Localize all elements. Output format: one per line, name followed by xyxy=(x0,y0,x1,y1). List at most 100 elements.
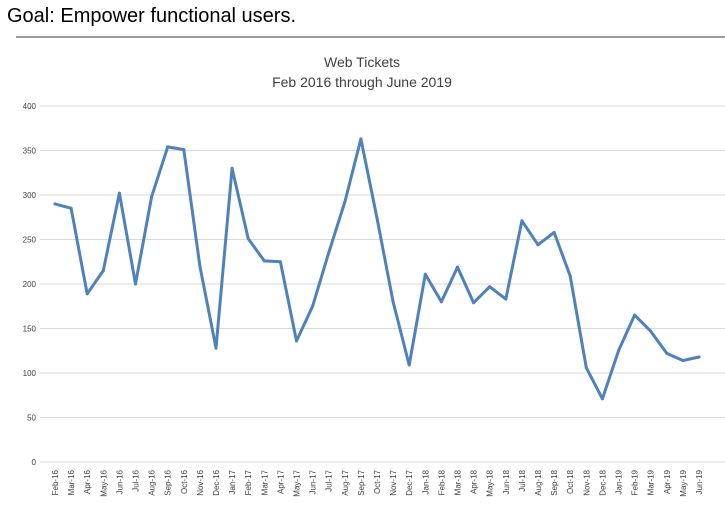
x-tick-label: Jun-19 xyxy=(695,469,704,494)
series-layer xyxy=(53,137,701,401)
x-tick-label: Apr-18 xyxy=(470,469,479,494)
data-point xyxy=(407,363,411,367)
data-point xyxy=(633,313,637,317)
data-point xyxy=(182,148,186,152)
x-tick-label: May-18 xyxy=(486,469,495,496)
x-tick-label: May-17 xyxy=(293,469,302,496)
chart-title: Web Tickets xyxy=(324,54,400,70)
x-tick-label: Dec-18 xyxy=(598,469,607,495)
x-tick-label: Jan-18 xyxy=(421,469,430,494)
x-tick-label: Apr-17 xyxy=(276,469,285,494)
y-tick-label: 0 xyxy=(32,458,37,467)
x-tick-label: Nov-17 xyxy=(389,469,398,495)
x-tick-label: Oct-18 xyxy=(566,469,575,494)
y-tick-label: 400 xyxy=(23,102,37,111)
data-point xyxy=(391,300,395,304)
x-tick-label: Jun-17 xyxy=(309,469,318,494)
y-axis-tick-labels: 0 50 100 150 200 250 300 350 400 xyxy=(23,102,37,467)
gridlines xyxy=(40,105,725,463)
data-point xyxy=(359,137,363,141)
x-tick-label: Feb-17 xyxy=(244,469,253,495)
data-point xyxy=(697,355,701,359)
chart-subtitle: Feb 2016 through June 2019 xyxy=(272,74,452,90)
x-tick-label: Dec-16 xyxy=(212,469,221,495)
data-point xyxy=(230,166,234,170)
x-tick-label: Apr-16 xyxy=(83,469,92,494)
data-point xyxy=(665,351,669,355)
data-point xyxy=(375,216,379,220)
x-tick-label: Jan-19 xyxy=(615,469,624,494)
data-point xyxy=(681,359,685,362)
x-tick-label: Aug-16 xyxy=(148,469,157,495)
x-tick-label: Apr-19 xyxy=(663,469,672,494)
data-point xyxy=(134,282,137,286)
x-tick-label: Oct-16 xyxy=(180,469,189,494)
data-point xyxy=(311,304,315,308)
x-tick-label: May-19 xyxy=(679,469,688,496)
data-point xyxy=(343,200,347,204)
x-tick-label: Aug-18 xyxy=(534,469,543,495)
x-tick-label: Sep-16 xyxy=(164,469,173,495)
x-tick-label: Mar-18 xyxy=(454,469,463,495)
slide-title: Goal: Empower functional users. xyxy=(7,5,297,27)
data-point xyxy=(552,230,556,234)
data-point xyxy=(568,274,572,278)
title-divider xyxy=(16,36,725,38)
x-tick-label: Jul-17 xyxy=(325,469,334,491)
y-tick-label: 100 xyxy=(23,369,37,378)
x-tick-label: May-16 xyxy=(99,469,108,496)
y-tick-label: 250 xyxy=(23,236,37,245)
data-point xyxy=(649,329,653,333)
data-point xyxy=(600,397,604,401)
x-tick-label: Sep-17 xyxy=(357,469,366,495)
data-point xyxy=(53,202,57,206)
data-point xyxy=(439,300,443,304)
data-point xyxy=(150,195,154,199)
data-point xyxy=(488,285,492,289)
data-point xyxy=(262,259,266,263)
y-tick-label: 300 xyxy=(23,191,37,200)
x-tick-label: Aug-17 xyxy=(341,469,350,495)
x-tick-label: Nov-18 xyxy=(582,469,591,495)
x-tick-label: Feb-18 xyxy=(437,469,446,495)
data-point xyxy=(101,269,105,273)
x-tick-label: Sep-18 xyxy=(550,469,559,495)
x-tick-label: Jun-16 xyxy=(115,469,124,494)
x-tick-label: Feb-19 xyxy=(631,469,640,495)
data-point xyxy=(278,260,282,264)
data-point xyxy=(166,145,170,149)
x-tick-label: Jun-18 xyxy=(502,469,511,494)
data-point xyxy=(456,265,459,269)
x-tick-label: Oct-17 xyxy=(373,469,382,494)
data-point xyxy=(423,272,427,276)
x-tick-label: Nov-16 xyxy=(196,469,205,495)
data-point xyxy=(246,237,250,241)
y-tick-label: 200 xyxy=(23,280,37,289)
y-tick-label: 350 xyxy=(23,147,37,156)
x-tick-label: Mar-17 xyxy=(260,469,269,495)
data-point xyxy=(295,339,298,343)
data-point xyxy=(536,243,540,247)
data-point xyxy=(117,191,121,195)
data-point xyxy=(214,346,218,350)
y-tick-label: 150 xyxy=(23,325,37,334)
data-point xyxy=(504,297,508,301)
x-tick-label: Jul-16 xyxy=(132,469,141,491)
data-point xyxy=(520,219,524,223)
y-tick-label: 50 xyxy=(27,414,36,423)
x-tick-label: Jul-18 xyxy=(518,469,527,491)
data-point xyxy=(85,292,89,296)
data-point xyxy=(198,264,202,268)
data-point xyxy=(584,366,588,370)
x-tick-label: Mar-16 xyxy=(67,469,76,495)
x-tick-label: Feb-16 xyxy=(51,469,60,495)
x-tick-label: Mar-19 xyxy=(647,469,656,495)
data-point xyxy=(327,251,331,255)
data-point xyxy=(69,206,73,210)
data-point xyxy=(472,301,476,305)
series-line xyxy=(53,137,701,401)
data-point xyxy=(617,349,620,353)
x-axis-tick-labels: Feb-16 Mar-16 Apr-16 May-16 Jun-16 Jul-16 Aug-… xyxy=(51,469,704,496)
x-tick-label: Jan-17 xyxy=(228,469,237,494)
